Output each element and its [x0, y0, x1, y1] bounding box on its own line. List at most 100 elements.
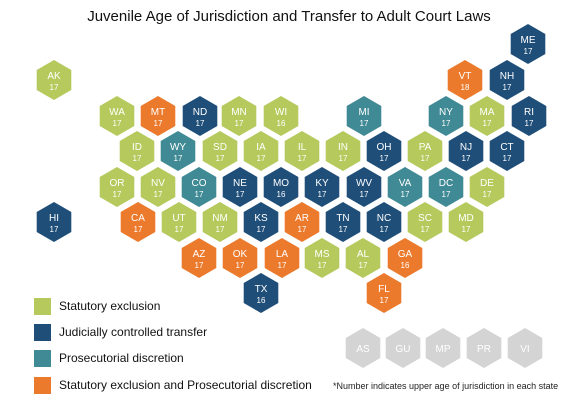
hex-shape: [36, 60, 72, 100]
hex-abbr-label: NY: [439, 107, 453, 118]
hex-shape: [466, 328, 502, 368]
hex-age-label: 16: [401, 261, 410, 270]
hex-shape: [36, 202, 72, 242]
hex-shape: [263, 96, 299, 136]
hex-shape: [182, 96, 218, 136]
hex-shape: [507, 328, 543, 368]
legend-swatch: [34, 349, 51, 367]
hex-abbr-label: PR: [477, 344, 491, 355]
hex-abbr-label: OH: [377, 142, 392, 153]
hex-shape: [425, 328, 461, 368]
hex-shape: [243, 202, 279, 242]
hex-abbr-label: AL: [357, 249, 370, 260]
hex-abbr-label: MP: [436, 344, 451, 355]
hex-age-label: 17: [421, 154, 430, 163]
legend-label: Statutory exclusion: [59, 299, 161, 313]
hex-age-label: 17: [483, 119, 492, 128]
hex-age-label: 17: [50, 83, 59, 92]
hex-age-label: 17: [257, 225, 266, 234]
hex-abbr-label: GU: [396, 344, 411, 355]
hex-age-label: 16: [277, 119, 286, 128]
hex-age-label: 17: [113, 190, 122, 199]
hex-age-label: 17: [524, 47, 533, 56]
hex-shape: [263, 167, 299, 207]
legend-item-judicially-controlled-transfer: Judicially controlled transfer: [34, 323, 354, 341]
hex-shape: [243, 131, 279, 171]
hex-shape: [510, 24, 546, 64]
hex-age-label: 17: [216, 154, 225, 163]
footnote: *Number indicates upper age of jurisdict…: [333, 381, 559, 391]
hex-abbr-label: FL: [378, 284, 390, 295]
hex-age-label: 18: [461, 83, 470, 92]
hex-shape: [448, 202, 484, 242]
hex-age-label: 17: [483, 190, 492, 199]
hex-abbr-label: MN: [231, 107, 247, 118]
hex-age-label: 17: [462, 154, 471, 163]
hex-abbr-label: KS: [254, 213, 268, 224]
hex-abbr-label: RI: [524, 107, 534, 118]
hex-shape: [99, 167, 135, 207]
hex-age-label: 17: [380, 225, 389, 234]
hex-age-label: 17: [175, 225, 184, 234]
hex-shape: [345, 328, 381, 368]
hex-shape: [222, 238, 258, 278]
hex-shape: [366, 131, 402, 171]
hex-age-label: 17: [339, 154, 348, 163]
hex-abbr-label: IA: [256, 142, 266, 153]
hex-shape: [469, 167, 505, 207]
hex-age-label: 17: [195, 261, 204, 270]
hex-shape: [140, 96, 176, 136]
hex-abbr-label: WA: [109, 107, 125, 118]
hex-shape: [346, 96, 382, 136]
hex-age-label: 17: [174, 154, 183, 163]
hex-age-label: 17: [380, 296, 389, 305]
hex-shape: [428, 167, 464, 207]
hex-age-label: 16: [257, 296, 266, 305]
hex-abbr-label: AZ: [193, 249, 206, 260]
hex-shape: [428, 96, 464, 136]
hex-abbr-label: TN: [336, 213, 349, 224]
hex-age-label: 17: [421, 225, 430, 234]
hex-shape: [99, 96, 135, 136]
hex-abbr-label: CA: [131, 213, 145, 224]
hex-abbr-label: NC: [377, 213, 391, 224]
hex-abbr-label: WY: [170, 142, 186, 153]
hex-shape: [325, 131, 361, 171]
hex-age-label: 16: [277, 190, 286, 199]
hex-shape: [448, 131, 484, 171]
hex-age-label: 17: [503, 83, 512, 92]
hex-shape: [407, 131, 443, 171]
hex-shape: [140, 167, 176, 207]
hex-abbr-label: OK: [233, 249, 248, 260]
hex-shape: [284, 131, 320, 171]
hex-abbr-label: NH: [500, 71, 514, 82]
hex-pr: PR: [466, 328, 502, 368]
hex-abbr-label: SC: [418, 213, 432, 224]
hex-abbr-label: CO: [192, 178, 207, 189]
hex-age-label: 17: [134, 225, 143, 234]
hex-age-label: 17: [442, 190, 451, 199]
hex-abbr-label: SD: [213, 142, 227, 153]
hex-abbr-label: AK: [47, 71, 61, 82]
